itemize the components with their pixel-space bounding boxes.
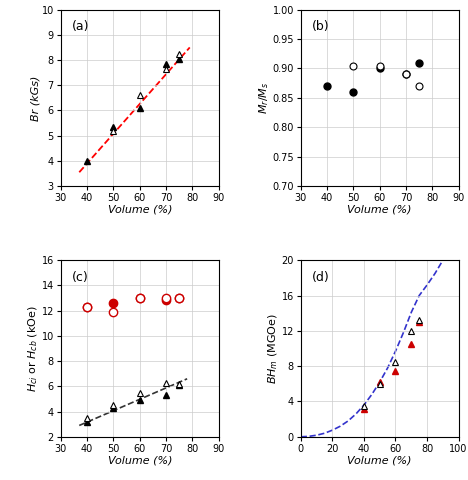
Y-axis label: $M_r/M_s$: $M_r/M_s$ (257, 82, 271, 114)
Y-axis label: Br (kGs): Br (kGs) (30, 75, 40, 120)
X-axis label: Volume (%): Volume (%) (347, 455, 412, 465)
Y-axis label: $BH_m$ (MGOe): $BH_m$ (MGOe) (266, 313, 280, 384)
Text: (a): (a) (72, 20, 89, 33)
Text: (d): (d) (312, 271, 329, 284)
X-axis label: Volume (%): Volume (%) (347, 204, 412, 215)
Text: (c): (c) (72, 271, 88, 284)
X-axis label: Volume (%): Volume (%) (108, 455, 172, 465)
X-axis label: Volume (%): Volume (%) (108, 204, 172, 215)
Y-axis label: $H_{ci}$ or $H_{cb}$ (kOe): $H_{ci}$ or $H_{cb}$ (kOe) (27, 305, 40, 392)
Text: (b): (b) (312, 20, 329, 33)
